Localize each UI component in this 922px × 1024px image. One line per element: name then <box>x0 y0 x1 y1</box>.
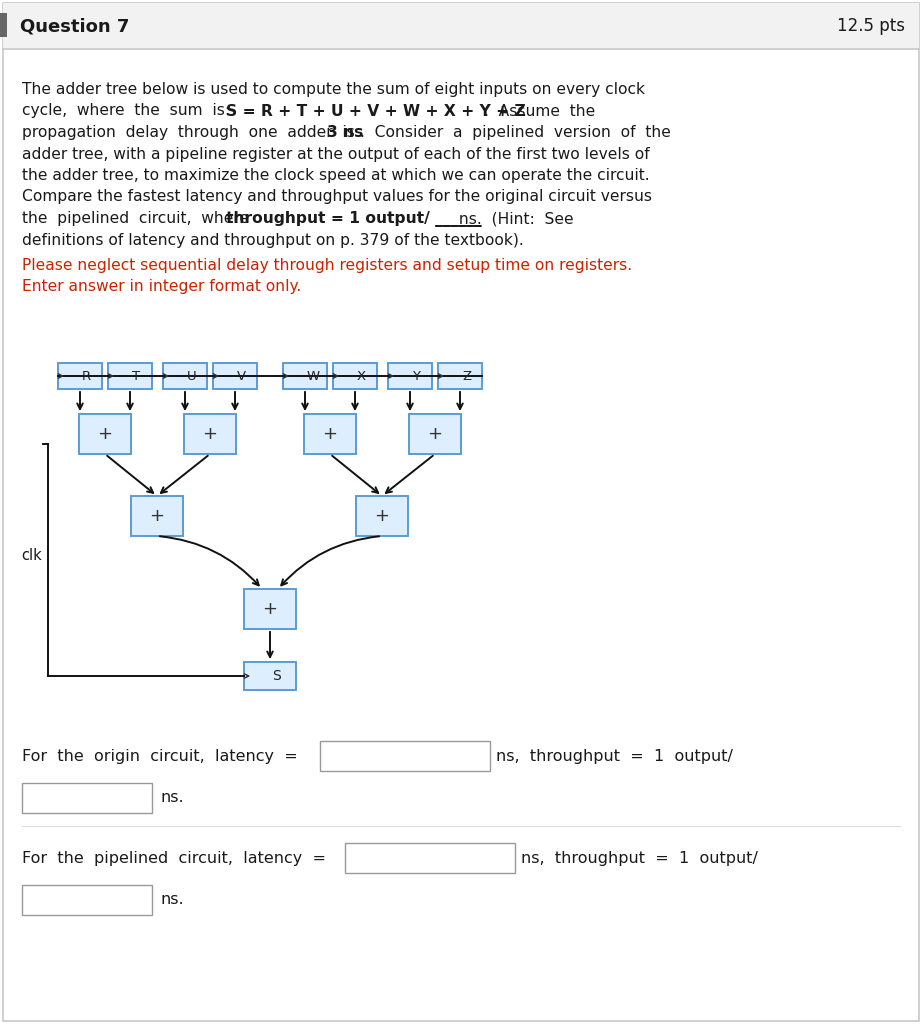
Bar <box>0 13 7 37</box>
Text: The adder tree below is used to compute the sum of eight inputs on every clock: The adder tree below is used to compute … <box>22 82 645 97</box>
Bar <box>333 362 377 389</box>
Bar <box>388 362 432 389</box>
Text: S: S <box>272 669 281 683</box>
Text: S = R + T + U + V + W + X + Y + Z: S = R + T + U + V + W + X + Y + Z <box>226 103 526 119</box>
Bar <box>244 662 296 690</box>
Bar <box>184 414 236 454</box>
Text: throughput = 1 output/ ______: throughput = 1 output/ ______ <box>226 211 481 227</box>
Text: ns,  throughput  =  1  output/: ns, throughput = 1 output/ <box>521 851 758 865</box>
Bar <box>244 589 296 629</box>
Text: ns.: ns. <box>160 893 183 907</box>
Text: propagation  delay  through  one  adder  is: propagation delay through one adder is <box>22 125 360 140</box>
Text: W: W <box>307 370 320 383</box>
Text: X: X <box>357 370 366 383</box>
Bar <box>58 362 102 389</box>
Bar <box>304 414 356 454</box>
Text: +: + <box>263 600 278 618</box>
Bar <box>22 783 152 813</box>
Text: the  pipelined  circuit,  where: the pipelined circuit, where <box>22 211 254 226</box>
Bar <box>213 362 257 389</box>
Bar <box>438 362 482 389</box>
Text: +: + <box>374 507 389 525</box>
Text: .  Consider  a  pipelined  version  of  the: . Consider a pipelined version of the <box>360 125 671 140</box>
Text: Y: Y <box>412 370 420 383</box>
Bar <box>131 496 183 536</box>
Text: Enter answer in integer format only.: Enter answer in integer format only. <box>22 280 301 295</box>
Text: +: + <box>323 425 337 443</box>
Bar <box>345 843 515 873</box>
Text: For  the  origin  circuit,  latency  =: For the origin circuit, latency = <box>22 749 298 764</box>
Text: .  Assume  the: . Assume the <box>484 103 596 119</box>
Bar <box>409 414 461 454</box>
Text: +: + <box>149 507 164 525</box>
Text: 3 ns: 3 ns <box>327 125 363 140</box>
Bar <box>3 3 919 49</box>
Bar <box>108 362 152 389</box>
Text: T: T <box>132 370 140 383</box>
Text: For  the  pipelined  circuit,  latency  =: For the pipelined circuit, latency = <box>22 851 326 865</box>
Text: +: + <box>428 425 443 443</box>
Bar <box>163 362 207 389</box>
Bar <box>356 496 408 536</box>
Text: adder tree, with a pipeline register at the output of each of the first two leve: adder tree, with a pipeline register at … <box>22 146 650 162</box>
Text: +: + <box>98 425 112 443</box>
Text: definitions of latency and throughput on p. 379 of the textbook).: definitions of latency and throughput on… <box>22 232 524 248</box>
Bar <box>79 414 131 454</box>
Text: R: R <box>82 370 91 383</box>
Bar <box>22 885 152 915</box>
Text: Z: Z <box>462 370 471 383</box>
Bar <box>283 362 327 389</box>
Text: clk: clk <box>21 548 42 562</box>
Text: the adder tree, to maximize the clock speed at which we can operate the circuit.: the adder tree, to maximize the clock sp… <box>22 168 650 183</box>
Text: cycle,  where  the  sum  is:: cycle, where the sum is: <box>22 103 235 119</box>
Text: +: + <box>203 425 218 443</box>
Text: V: V <box>237 370 246 383</box>
Text: ns.: ns. <box>160 791 183 806</box>
Text: ns.  (Hint:  See: ns. (Hint: See <box>454 211 573 226</box>
Text: U: U <box>187 370 196 383</box>
Text: Question 7: Question 7 <box>20 17 129 35</box>
Text: 12.5 pts: 12.5 pts <box>837 17 905 35</box>
Text: Please neglect sequential delay through registers and setup time on registers.: Please neglect sequential delay through … <box>22 258 632 273</box>
Bar <box>320 741 490 771</box>
Text: ns,  throughput  =  1  output/: ns, throughput = 1 output/ <box>496 749 733 764</box>
Text: Compare the fastest latency and throughput values for the original circuit versu: Compare the fastest latency and throughp… <box>22 189 652 205</box>
